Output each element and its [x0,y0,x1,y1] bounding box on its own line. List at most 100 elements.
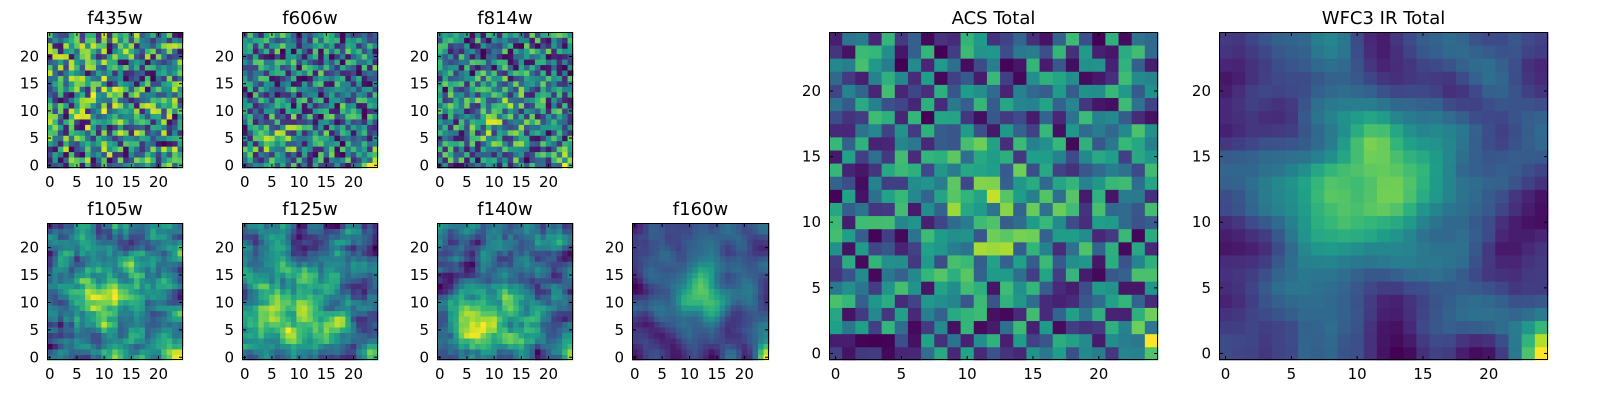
heatmap-cell [258,59,265,66]
heatmap-cell [475,37,481,44]
y-tick-label: 5 [29,321,39,339]
heatmap-cell [312,283,319,290]
heatmap-cell [57,316,64,323]
heatmap-cell [458,239,465,246]
heatmap-cell [68,146,75,153]
heatmap-cell [90,288,97,295]
heatmap-cell [74,113,81,120]
heatmap-cell [447,255,454,262]
heatmap-cell [296,343,303,350]
heatmap-cell [296,299,303,306]
heatmap-cell [112,102,119,109]
heatmap-cell [247,288,254,295]
heatmap-cell [63,299,70,306]
heatmap-cell [95,228,102,235]
heatmap-cell [123,255,129,262]
heatmap-cell [485,53,492,60]
heatmap-cell [150,327,157,333]
heatmap-cell [242,338,248,344]
heatmap-cell [85,338,91,344]
heatmap-cell [334,327,341,333]
heatmap-cell [128,272,135,279]
heatmap-cell [356,119,363,125]
heatmap-cell [161,135,168,142]
heatmap-cell [329,310,335,317]
heatmap-cell [68,223,75,229]
heatmap-cell [106,294,113,301]
heatmap-cell [686,261,693,268]
heatmap-cell [334,151,341,158]
heatmap-cell [437,250,443,257]
heatmap-cell [128,228,135,235]
heatmap-cell [986,202,1001,217]
heatmap-cell [659,233,666,240]
y-tick-label: 0 [614,348,624,366]
heatmap-cell [106,135,113,142]
heatmap-cell [68,124,75,131]
heatmap-cell [567,64,574,71]
heatmap-cell [681,266,688,273]
heatmap-cell [139,86,146,93]
heatmap-cell [274,299,281,306]
heatmap-cell [518,305,525,312]
heatmap-cell [469,37,476,44]
heatmap-cell [144,42,151,49]
heatmap-cell [697,255,704,262]
heatmap-cell [144,294,151,301]
heatmap-cell [632,266,638,273]
heatmap-cell [475,162,481,169]
axes-frame [632,223,769,360]
heatmap-cell [747,288,753,295]
heatmap-cell [63,64,70,71]
heatmap-cell [986,189,1001,203]
heatmap-cell [480,321,487,328]
heatmap-cell [947,241,961,256]
heatmap-cell [562,239,568,246]
heatmap-cell [68,119,75,125]
heatmap-cell [134,53,140,60]
heatmap-cell [659,305,666,312]
heatmap-cell [708,310,715,317]
heatmap-cell [894,255,909,269]
heatmap-cell [469,59,476,66]
heatmap-cell [285,327,292,333]
heatmap-cell [52,91,59,98]
heatmap-cell [447,113,454,120]
heatmap-cell [166,135,173,142]
heatmap-cell [491,277,498,284]
heatmap-cell [747,343,753,350]
heatmap-cell [134,64,140,71]
heatmap-cell [747,294,753,301]
heatmap-cell [741,321,748,328]
heatmap-cell [442,343,449,350]
heatmap-cell [166,255,173,262]
heatmap-cell [556,124,563,131]
heatmap-cell [166,32,173,38]
heatmap-cell [166,140,173,147]
heatmap-cell [681,288,688,295]
heatmap-cell [247,305,254,312]
heatmap-cell [562,135,568,142]
heatmap-cell [177,37,184,44]
heatmap-cell [540,53,547,60]
heatmap-cell [1131,294,1146,308]
heatmap-cell [367,338,373,344]
heatmap-cell [447,321,454,328]
heatmap-cell [947,202,961,217]
heatmap-cell [670,294,677,301]
heatmap-cell [1118,228,1133,243]
heatmap-cell [692,239,699,246]
heatmap-cell [139,354,146,361]
heatmap-cell [63,310,70,317]
heatmap-cell [112,162,119,169]
heatmap-cell [934,163,948,177]
heatmap-cell [90,37,97,44]
heatmap-cell [534,250,541,257]
heatmap-cell [1039,346,1054,361]
heatmap-cell [502,321,509,328]
heatmap-cell [329,146,335,153]
heatmap-cell [1118,320,1133,335]
heatmap-cell [894,294,909,308]
heatmap-cell [280,272,286,279]
heatmap-cell [675,294,682,301]
